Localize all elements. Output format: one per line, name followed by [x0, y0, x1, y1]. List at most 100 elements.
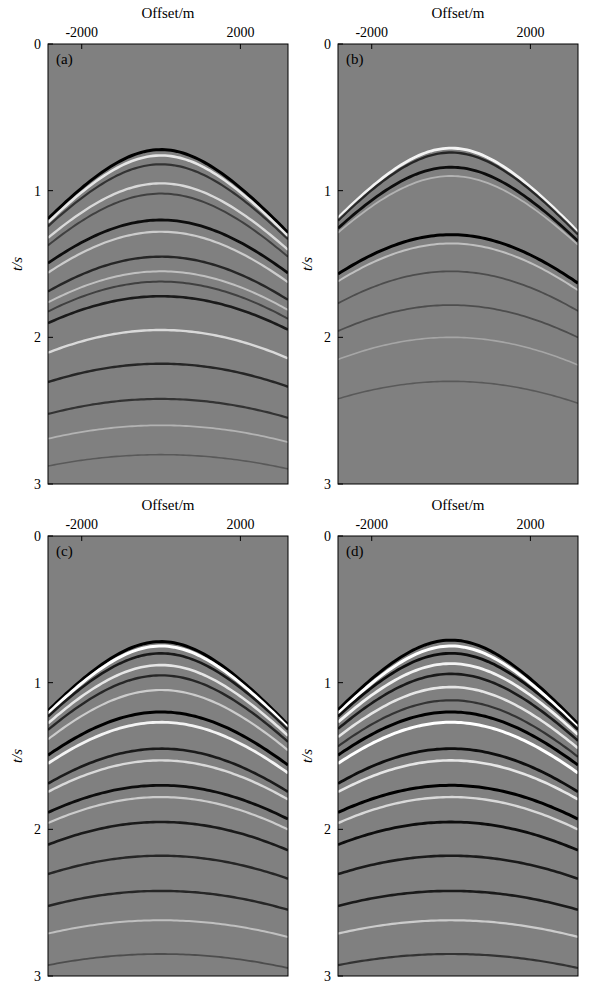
- reflection-event: [48, 856, 288, 879]
- x-tick: [240, 536, 241, 541]
- reflection-event: [48, 425, 288, 442]
- y-tick: [338, 190, 343, 191]
- y-tick: [48, 976, 53, 977]
- y-tick: [48, 682, 53, 683]
- panel-label: (b): [346, 51, 364, 68]
- y-tick-label: 0: [324, 529, 331, 544]
- x-tick-label: 2000: [516, 25, 544, 40]
- reflection-event: [338, 153, 578, 235]
- reflection-event: [338, 822, 578, 850]
- panel-label: (d): [346, 543, 364, 560]
- events: [48, 642, 288, 968]
- reflection-event: [48, 797, 288, 829]
- panel: -200020000123Offset/mt/s(c): [9, 497, 288, 984]
- y-tick: [48, 190, 53, 191]
- reflection-event: [338, 954, 578, 968]
- x-tick-label: -2000: [65, 517, 98, 532]
- reflection-event: [48, 194, 288, 257]
- reflection-event: [48, 257, 288, 300]
- y-tick-label: 1: [34, 184, 41, 199]
- reflection-event: [48, 271, 288, 310]
- x-tick-label: -2000: [355, 25, 388, 40]
- y-axis-title: t/s: [9, 257, 25, 271]
- y-tick-label: 3: [34, 969, 41, 984]
- y-tick: [338, 682, 343, 683]
- reflection-event: [48, 399, 288, 418]
- reflection-event: [338, 235, 578, 284]
- reflection-event: [338, 891, 578, 910]
- panel-label: (a): [56, 51, 73, 68]
- panel: -200020000123Offset/mt/s(a): [9, 5, 288, 492]
- reflection-event: [48, 364, 288, 387]
- x-axis-title: Offset/m: [141, 497, 194, 513]
- plot-background: [338, 44, 578, 484]
- y-tick-label: 2: [34, 330, 41, 345]
- y-tick: [48, 44, 53, 45]
- reflection-event: [48, 891, 288, 910]
- figure: -2000 2000 0 1 2 3 Offset/m t/s (a) -2000 2000 0 1 2 3…: [0, 0, 590, 997]
- events: [338, 640, 578, 968]
- y-tick: [338, 829, 343, 830]
- x-tick-label: 2000: [226, 517, 254, 532]
- y-tick-label: 3: [324, 969, 331, 984]
- plot-background: [338, 536, 578, 976]
- reflection-event: [338, 856, 578, 879]
- y-axis-title: t/s: [299, 749, 315, 763]
- y-tick: [338, 976, 343, 977]
- x-tick-label: 2000: [516, 517, 544, 532]
- x-tick: [530, 44, 531, 49]
- x-tick-label: -2000: [65, 25, 98, 40]
- y-tick-label: 1: [324, 184, 331, 199]
- reflection-event: [48, 330, 288, 358]
- y-tick: [48, 536, 53, 537]
- y-tick: [338, 484, 343, 485]
- y-tick: [48, 484, 53, 485]
- x-axis-title: Offset/m: [431, 497, 484, 513]
- reflection-event: [48, 712, 288, 765]
- reflection-event: [338, 337, 578, 365]
- reflection-event: [48, 455, 288, 469]
- reflection-event: [48, 220, 288, 273]
- reflection-event: [338, 760, 578, 799]
- plot-frame: [48, 536, 288, 976]
- reflection-event: [48, 954, 288, 968]
- y-tick-label: 1: [34, 676, 41, 691]
- reflection-event: [338, 243, 578, 290]
- y-tick-label: 2: [324, 822, 331, 837]
- y-tick: [48, 829, 53, 830]
- y-tick: [338, 337, 343, 338]
- reflection-event: [338, 797, 578, 829]
- x-axis-title: Offset/m: [141, 5, 194, 21]
- events: [338, 148, 578, 403]
- reflection-event: [338, 148, 578, 232]
- y-tick-label: 0: [324, 37, 331, 52]
- y-tick-label: 0: [34, 529, 41, 544]
- plot-background: [48, 536, 288, 976]
- panel: -200020000123Offset/mt/s(d): [299, 497, 578, 984]
- y-tick-label: 0: [34, 37, 41, 52]
- reflection-event: [338, 920, 578, 937]
- plot-frame: [338, 536, 578, 976]
- panel: -200020000123Offset/mt/s(b): [299, 5, 578, 492]
- reflection-event: [338, 305, 578, 337]
- y-tick-label: 3: [34, 477, 41, 492]
- plot-frame: [338, 44, 578, 484]
- y-tick: [48, 337, 53, 338]
- x-tick: [81, 44, 82, 49]
- events: [48, 150, 288, 469]
- plot-background: [48, 44, 288, 484]
- x-tick: [371, 536, 372, 541]
- y-tick-label: 2: [324, 330, 331, 345]
- x-tick: [530, 536, 531, 541]
- y-tick: [338, 536, 343, 537]
- y-tick-label: 2: [34, 822, 41, 837]
- reflection-event: [338, 381, 578, 403]
- panel-label: (c): [56, 543, 73, 560]
- x-axis-title: Offset/m: [431, 5, 484, 21]
- reflection-event: [338, 712, 578, 765]
- y-tick-label: 1: [324, 676, 331, 691]
- x-tick: [81, 536, 82, 541]
- y-tick-label: 3: [324, 477, 331, 492]
- reflection-event: [48, 920, 288, 937]
- x-tick: [240, 44, 241, 49]
